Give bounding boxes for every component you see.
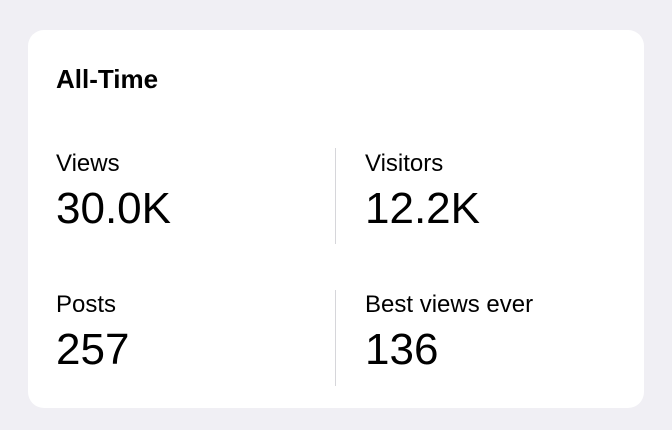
- stat-label: Visitors: [365, 150, 444, 177]
- stat: Posts 257: [56, 291, 326, 375]
- divider: [335, 148, 336, 244]
- stat: Views 30.0K: [56, 150, 326, 234]
- stat-label: Views: [56, 150, 120, 177]
- stat-label: Best views ever: [365, 291, 534, 318]
- stat-label: Posts: [56, 291, 117, 318]
- divider: [335, 290, 336, 386]
- stat-value: 30.0K: [56, 184, 171, 233]
- stat: Best views ever 136: [365, 291, 635, 375]
- stat: Visitors 12.2K: [365, 150, 635, 234]
- stats-card: All-Time Views 30.0K Visitors 12.2K Post…: [28, 30, 644, 408]
- card-title: All-Time: [56, 64, 159, 94]
- stat-value: 257: [56, 325, 130, 374]
- stat-value: 12.2K: [365, 184, 480, 233]
- stat-value: 136: [365, 325, 439, 374]
